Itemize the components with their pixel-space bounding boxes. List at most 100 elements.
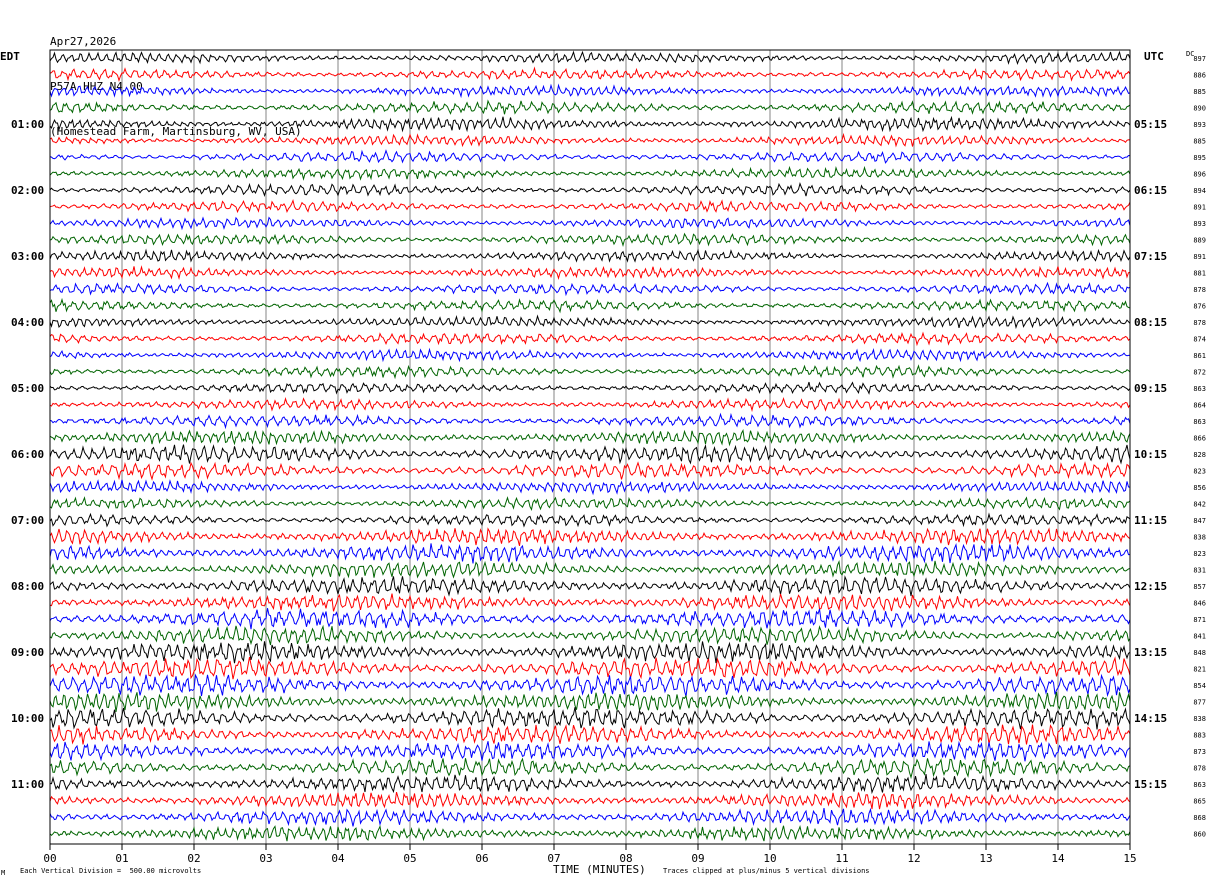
dc-offset-label: 890: [1193, 105, 1206, 113]
dc-offset-label: 842: [1193, 501, 1206, 509]
dc-offset-label: 821: [1193, 666, 1206, 674]
trace-line-41: [49, 707, 1131, 730]
trace-line-16: [49, 297, 1131, 314]
scale-note: Each Vertical Division = 500.00 microvol…: [20, 867, 202, 875]
dc-offset-label: 897: [1193, 55, 1206, 63]
right-hour-label: 08:15: [1134, 316, 1167, 329]
x-tick-label-15: 15: [1123, 852, 1136, 865]
dc-offset-label: 864: [1193, 402, 1206, 410]
trace-line-22: [49, 396, 1131, 413]
trace-line-4: [49, 99, 1131, 115]
trace-line-32: [49, 560, 1131, 579]
plot-header: Apr27,2026 P57A HHZ N4 00 (Homestead Far…: [50, 4, 302, 154]
right-hour-label: 06:15: [1134, 184, 1167, 197]
trace-line-27: [49, 479, 1131, 496]
right-hour-label: 10:15: [1134, 448, 1167, 461]
left-hour-label: 02:00: [11, 184, 44, 197]
dc-offset-label: 823: [1193, 550, 1206, 558]
dc-offset-label: 872: [1193, 369, 1206, 377]
dc-offset-label: 881: [1193, 270, 1206, 278]
dc-offset-label: 876: [1193, 303, 1206, 311]
trace-group: [49, 50, 1131, 842]
x-tick-label-10: 10: [763, 852, 776, 865]
trace-line-18: [49, 331, 1131, 347]
trace-line-5: [49, 115, 1131, 133]
dc-offset-label: 891: [1193, 253, 1206, 261]
left-hour-label: 10:00: [11, 712, 44, 725]
trace-line-39: [49, 673, 1131, 698]
dc-offset-label: 878: [1193, 765, 1206, 773]
trace-line-26: [49, 461, 1131, 481]
footer-mark: M: [1, 869, 6, 877]
trace-line-23: [49, 412, 1131, 430]
x-tick-label-08: 08: [619, 852, 632, 865]
dc-offset-label: 895: [1193, 154, 1206, 162]
x-tick-label-05: 05: [403, 852, 416, 865]
left-hour-label: 08:00: [11, 580, 44, 593]
location-label: (Homestead Farm, Martinsburg, WV, USA): [50, 125, 302, 138]
dc-offset-label: 886: [1193, 72, 1206, 80]
left-hour-label: 06:00: [11, 448, 44, 461]
dc-offset-label: 860: [1193, 831, 1206, 839]
dc-offset-label: 823: [1193, 468, 1206, 476]
right-timezone-label: UTC: [1144, 50, 1164, 63]
dc-offset-label: 863: [1193, 385, 1206, 393]
trace-line-31: [49, 543, 1131, 564]
trace-line-35: [49, 608, 1131, 630]
trace-line-15: [49, 281, 1131, 297]
trace-line-42: [49, 724, 1131, 745]
trace-line-6: [49, 132, 1131, 148]
dc-offset-label: 841: [1193, 633, 1206, 641]
x-axis-title: TIME (MINUTES): [553, 863, 646, 876]
dc-offset-label: 871: [1193, 616, 1206, 624]
trace-line-30: [49, 527, 1131, 546]
trace-line-46: [49, 791, 1131, 810]
trace-line-29: [49, 512, 1131, 528]
right-hour-label: 15:15: [1134, 778, 1167, 791]
dc-offset-label: 868: [1193, 814, 1206, 822]
trace-line-19: [49, 347, 1131, 363]
trace-line-45: [49, 774, 1131, 795]
trace-line-3: [49, 83, 1131, 99]
x-tick-label-04: 04: [331, 852, 345, 865]
right-hour-label: 14:15: [1134, 712, 1167, 725]
x-tick-label-01: 01: [115, 852, 128, 865]
trace-line-11: [49, 216, 1131, 231]
left-hour-label: 09:00: [11, 646, 44, 659]
x-tick-label-02: 02: [187, 852, 200, 865]
right-hour-label: 13:15: [1134, 646, 1167, 659]
dc-offset-label: 885: [1193, 88, 1206, 96]
left-hour-label: 04:00: [11, 316, 44, 329]
dc-offset-label: 863: [1193, 418, 1206, 426]
dc-offset-label: 883: [1193, 732, 1206, 740]
x-tick-label-03: 03: [259, 852, 272, 865]
dc-offset-label: 863: [1193, 781, 1206, 789]
x-tick-label-00: 00: [43, 852, 56, 865]
dc-offset-label: 831: [1193, 567, 1206, 575]
dc-offset-label: 893: [1193, 220, 1206, 228]
dc-offset-label: 894: [1193, 187, 1206, 195]
right-hour-label: 07:15: [1134, 250, 1167, 263]
x-axis-ticks: 00 01 02 03 04 05 06 07 08 09 10 11 12 13 14 15: [43, 844, 1137, 865]
dc-offset-label: 873: [1193, 748, 1206, 756]
x-tick-label-06: 06: [475, 852, 488, 865]
dc-offset-label: 896: [1193, 171, 1206, 179]
x-tick-label-13: 13: [979, 852, 992, 865]
trace-line-47: [49, 807, 1131, 827]
dc-offset-label: 877: [1193, 699, 1206, 707]
x-tick-label-14: 14: [1051, 852, 1065, 865]
trace-line-21: [49, 381, 1131, 395]
trace-line-20: [49, 364, 1131, 380]
dc-offset-label: 861: [1193, 352, 1206, 360]
dc-offset-label: 857: [1193, 583, 1206, 591]
right-hour-label: 12:15: [1134, 580, 1167, 593]
dc-offset-label: 854: [1193, 682, 1206, 690]
trace-line-12: [49, 232, 1131, 248]
trace-line-14: [49, 265, 1131, 280]
trace-line-1: [49, 50, 1131, 66]
dc-offset-label: 878: [1193, 286, 1206, 294]
right-hour-label: 09:15: [1134, 382, 1167, 395]
dc-offset-label: 846: [1193, 600, 1206, 608]
trace-line-8: [49, 165, 1131, 181]
